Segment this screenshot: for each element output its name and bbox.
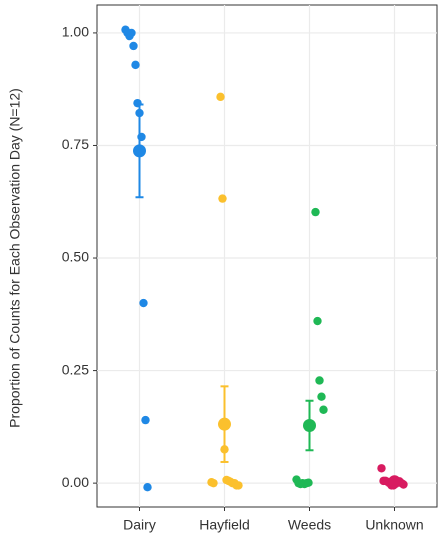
point xyxy=(315,376,324,385)
mean-point xyxy=(218,417,231,431)
y-tick-label: 0.75 xyxy=(62,136,89,152)
y-tick-label: 0.50 xyxy=(62,249,89,265)
mean-point xyxy=(388,475,401,489)
point xyxy=(129,41,138,51)
mean-point xyxy=(303,419,316,433)
y-tick-label: 1.00 xyxy=(62,24,89,40)
point xyxy=(234,481,243,490)
y-axis-label: Proportion of Counts for Each Observatio… xyxy=(7,88,23,428)
y-tick-label: 0.00 xyxy=(62,474,89,490)
mean-point xyxy=(133,144,146,158)
point xyxy=(209,478,218,488)
point xyxy=(216,92,225,102)
x-tick-label: Dairy xyxy=(123,517,156,533)
point xyxy=(313,316,322,326)
point xyxy=(143,482,152,492)
point xyxy=(319,405,328,414)
point xyxy=(311,207,320,217)
point xyxy=(141,415,150,425)
point xyxy=(304,478,313,487)
point xyxy=(317,392,326,401)
point xyxy=(127,28,136,38)
x-tick-label: Hayfield xyxy=(199,517,250,533)
panel xyxy=(96,4,438,508)
point xyxy=(131,60,140,70)
point xyxy=(399,480,408,489)
point xyxy=(218,194,227,203)
point xyxy=(139,298,148,308)
point xyxy=(377,464,386,473)
x-tick-label: Weeds xyxy=(288,517,331,533)
y-tick-label: 0.25 xyxy=(62,361,89,377)
x-tick-label: Unknown xyxy=(365,517,423,533)
